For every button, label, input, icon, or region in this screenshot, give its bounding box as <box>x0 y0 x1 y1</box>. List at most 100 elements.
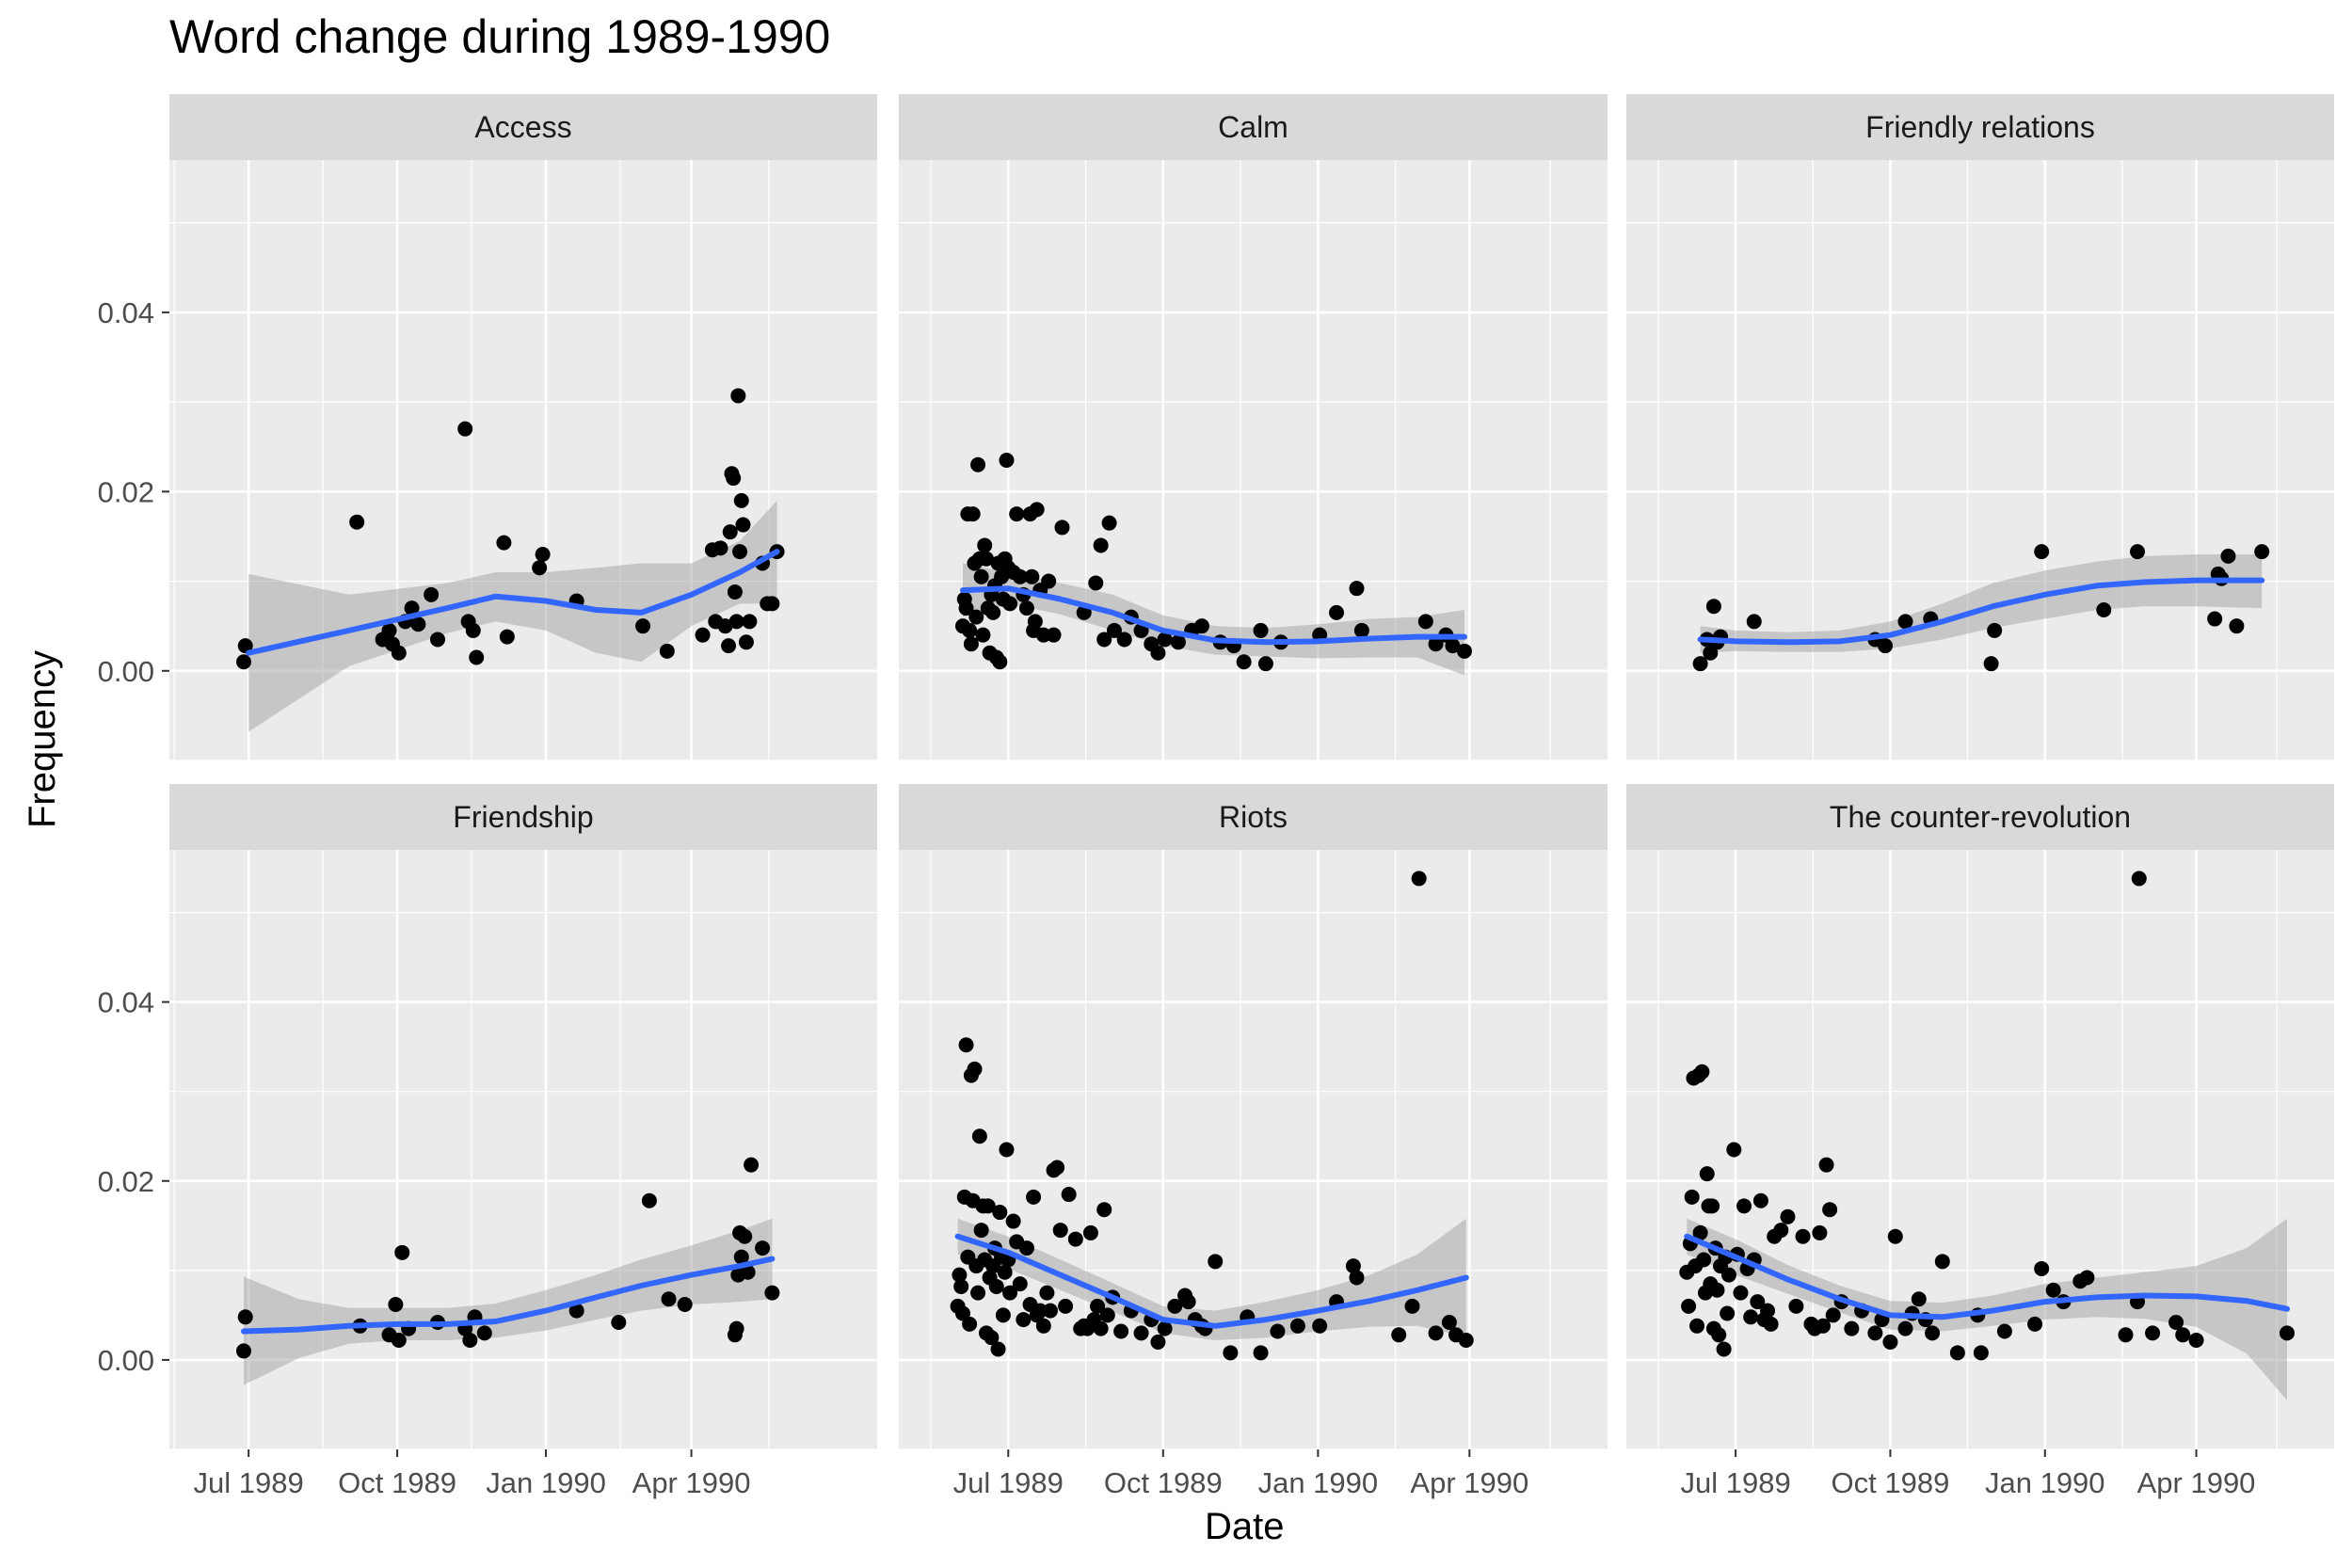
facet-strip-label: Riots <box>1219 800 1288 834</box>
facet-panel: Friendly relations <box>1626 94 2334 761</box>
data-point <box>2188 1333 2204 1349</box>
data-point <box>1180 1294 1196 1310</box>
x-tick-label: Jul 1989 <box>1680 1466 1790 1499</box>
data-point <box>1029 502 1045 518</box>
data-point <box>737 1228 753 1244</box>
data-point <box>2254 544 2270 560</box>
data-point <box>635 618 651 634</box>
data-point <box>973 568 989 584</box>
data-point <box>721 638 737 654</box>
data-point <box>1458 1333 1474 1349</box>
data-point <box>1818 1157 1834 1173</box>
data-point <box>728 614 744 630</box>
data-point <box>952 1267 968 1283</box>
smooth-line <box>960 585 1467 646</box>
facet-strip <box>1626 784 2334 850</box>
data-point <box>1096 632 1112 648</box>
data-point <box>965 506 981 522</box>
confidence-band <box>1700 554 2263 653</box>
data-point <box>237 1309 253 1325</box>
data-point <box>717 618 733 634</box>
data-point <box>2034 1260 2050 1276</box>
data-point <box>677 1296 693 1312</box>
data-point <box>975 627 991 643</box>
data-point <box>1844 1320 1860 1336</box>
facet-strip <box>169 784 877 850</box>
data-point <box>1716 1341 1732 1357</box>
x-tick-label: Jan 1990 <box>486 1466 606 1499</box>
data-point <box>476 1325 492 1341</box>
data-point <box>1345 1258 1361 1274</box>
data-point <box>979 551 995 567</box>
data-point <box>1720 1305 1736 1321</box>
data-point <box>2034 544 2050 560</box>
x-tick-label: Jan 1990 <box>1985 1466 2105 1499</box>
data-point <box>1024 568 1040 584</box>
data-point <box>469 649 485 665</box>
facet-strip <box>169 94 877 160</box>
data-point <box>1788 1298 1804 1314</box>
data-point <box>727 584 743 600</box>
data-point <box>1067 1231 1083 1247</box>
data-point <box>733 1249 749 1265</box>
data-point <box>1882 1334 1898 1350</box>
data-point <box>1093 1320 1109 1336</box>
data-point <box>2096 602 2112 618</box>
data-point <box>1696 1252 1712 1268</box>
data-point <box>1170 634 1186 650</box>
data-point <box>1703 645 1719 661</box>
data-point <box>1018 600 1034 616</box>
data-point <box>1692 656 1708 672</box>
data-point <box>388 1296 404 1312</box>
data-point <box>735 517 751 533</box>
data-point <box>985 604 1001 620</box>
panel-background <box>169 160 877 760</box>
x-axis-label: Date <box>1205 1506 1285 1547</box>
data-point <box>1733 1285 1749 1301</box>
data-point <box>1983 656 1999 672</box>
data-point <box>1773 1223 1789 1239</box>
data-point <box>1157 1320 1173 1336</box>
data-point <box>1049 1160 1065 1176</box>
data-point <box>1353 622 1369 638</box>
data-point <box>1009 506 1025 522</box>
data-point <box>1987 622 2003 638</box>
facet-panel: Access 0.00 0.02 0.04 <box>98 94 877 761</box>
data-point <box>1746 614 1762 630</box>
data-point <box>2045 1282 2061 1298</box>
data-point <box>1934 1254 1950 1270</box>
data-point <box>999 1142 1015 1158</box>
facet-panel: The counter-revolution Jul 1989 Oct 1989 Ja… <box>1626 784 2334 1499</box>
data-point <box>1090 1298 1106 1314</box>
facet-strip-label: Access <box>474 110 571 144</box>
data-point <box>465 622 481 638</box>
x-tick-label: Jul 1989 <box>953 1466 1064 1499</box>
data-point <box>1133 1325 1149 1341</box>
data-point <box>2130 544 2146 560</box>
data-point <box>391 645 407 661</box>
data-point <box>394 1244 410 1260</box>
data-point <box>1743 1309 1759 1325</box>
data-point <box>1822 1202 1838 1218</box>
data-point <box>1093 537 1109 553</box>
data-point <box>1150 645 1166 661</box>
data-point <box>1812 1224 1828 1240</box>
data-point <box>968 609 984 625</box>
data-point <box>1082 1224 1098 1240</box>
data-point <box>1404 1298 1420 1314</box>
data-point <box>1035 1318 1051 1334</box>
data-point <box>1428 636 1444 652</box>
facet-panel: Calm <box>899 94 1608 761</box>
x-tick-label: Oct 1989 <box>1104 1466 1223 1499</box>
facet-strip-label: Calm <box>1218 110 1288 144</box>
data-point <box>404 600 420 616</box>
data-point <box>953 1278 969 1294</box>
data-point <box>728 1320 744 1336</box>
data-point <box>1897 614 1913 630</box>
data-point <box>1329 604 1345 620</box>
data-point <box>1289 1318 1305 1334</box>
data-point <box>963 636 979 652</box>
data-point <box>712 540 728 556</box>
data-point <box>1887 1228 1903 1244</box>
data-point <box>2175 1327 2191 1343</box>
